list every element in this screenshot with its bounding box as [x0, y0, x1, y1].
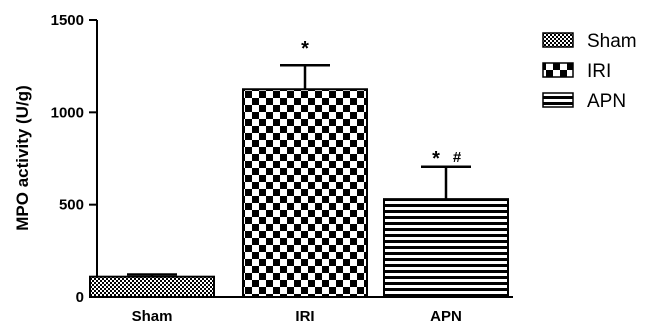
legend-swatch-iri: [542, 62, 574, 78]
x-tick-label: APN: [430, 308, 462, 325]
y-tick-label: 1000: [51, 104, 84, 121]
y-tick-label: 1500: [51, 12, 84, 29]
significance-star: *: [432, 148, 440, 170]
bar-sham: [89, 275, 215, 299]
bar-apn: [383, 198, 509, 298]
significance-annotations: * * #: [301, 38, 462, 170]
legend-label: IRI: [587, 61, 611, 82]
y-tick-label: 0: [76, 289, 84, 306]
bars-group: [89, 88, 509, 299]
legend-swatch-apn: [542, 92, 574, 108]
legend-label: Sham: [587, 31, 637, 52]
y-tick-label: 500: [59, 197, 84, 214]
x-tick-label: Sham: [132, 308, 173, 325]
significance-hash: #: [453, 149, 462, 166]
error-bars-group: [127, 63, 471, 277]
significance-star: *: [301, 38, 309, 60]
y-axis-ticks: 0 500 1000 1500: [51, 12, 97, 306]
x-axis-tick-labels: Sham IRI APN: [132, 308, 462, 325]
y-axis-title: MPO activity (U/g): [13, 85, 32, 230]
x-tick-label: IRI: [295, 308, 314, 325]
bar-iri: [242, 88, 368, 298]
legend-swatch-sham: [542, 32, 574, 48]
legend: Sham IRI APN: [542, 31, 637, 112]
legend-label: APN: [587, 91, 626, 112]
